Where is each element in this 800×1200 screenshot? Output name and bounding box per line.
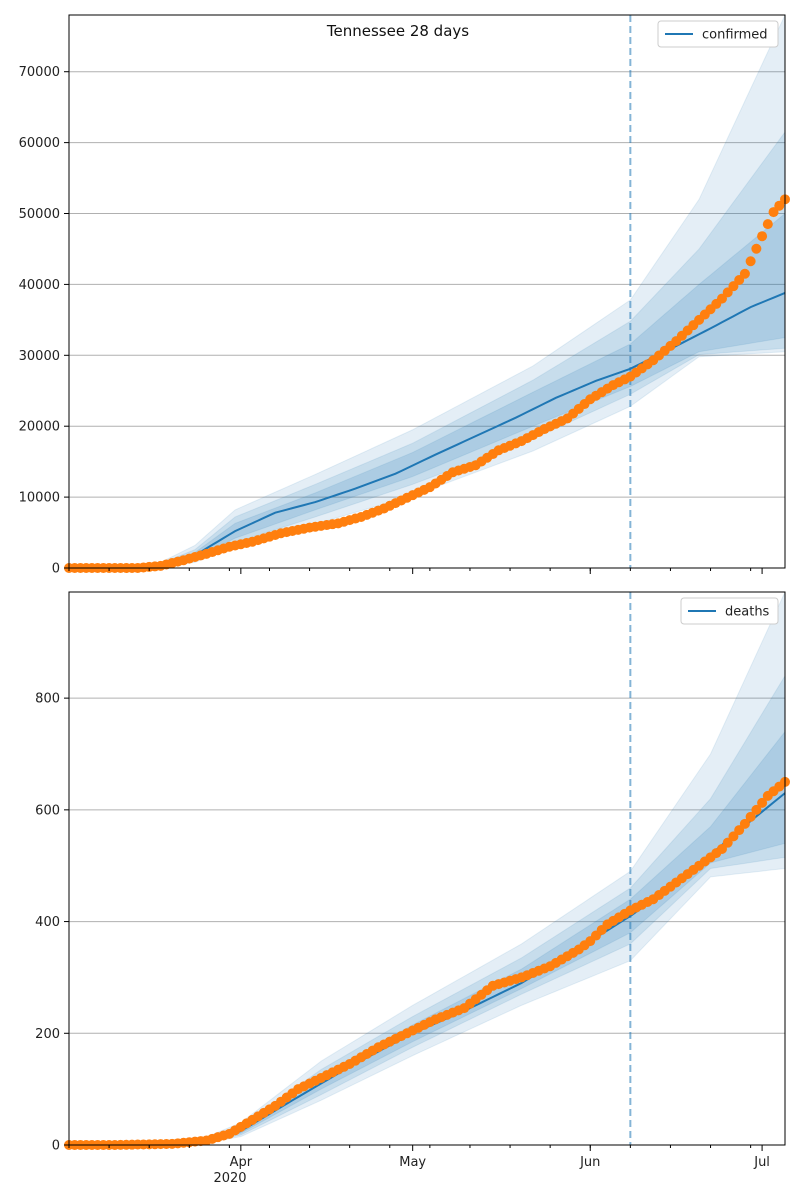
deaths-xtick-label-2: Jun (579, 1155, 600, 1170)
deaths-y-ticks: 0 200 400 600 800 (35, 692, 69, 1154)
deaths-uncertainty-band-1 (69, 674, 785, 1145)
confirmed-panel: 0 10000 20000 30000 40000 50000 60000 70000 Ten… (19, 14, 790, 577)
deaths-points-layer (64, 776, 790, 1150)
chart-title: Tennessee 28 days (326, 22, 469, 40)
deaths-observed-point-120 (751, 804, 762, 815)
deaths-ytick-label-2: 400 (35, 915, 60, 930)
x-year-label: 2020 (213, 1171, 246, 1186)
deaths-xtick-label-0: Apr (230, 1155, 253, 1170)
deaths-observed-point-121 (757, 797, 768, 808)
confirmed-legend-box (657, 20, 779, 48)
deaths-ytick-label-3: 600 (35, 803, 60, 818)
confirmed-observed-point-124 (774, 200, 785, 211)
deaths-ytick-label-0: 0 (52, 1139, 60, 1154)
deaths-legend: deaths (680, 597, 779, 625)
deaths-x-ticks: Apr May Jun Jul (68, 1145, 770, 1170)
deaths-xtick-label-1: May (399, 1155, 426, 1170)
confirmed-ytick-label-0: 0 (52, 562, 60, 577)
deaths-uncertainty-band-0 (69, 592, 785, 1145)
confirmed-observed-point-121 (757, 231, 768, 242)
confirmed-observed-point-118 (739, 268, 750, 279)
confirmed-observed-point-122 (762, 219, 773, 230)
deaths-ytick-label-1: 200 (35, 1027, 60, 1042)
confirmed-ytick-label-1: 10000 (19, 491, 60, 506)
confirmed-ytick-label-7: 70000 (19, 65, 60, 80)
deaths-observed-point-118 (739, 818, 750, 829)
confirmed-points-layer (64, 194, 790, 573)
deaths-axes-frame (68, 591, 786, 1146)
deaths-ytick-label-4: 800 (35, 692, 60, 707)
confirmed-observed-point-123 (768, 207, 779, 218)
confirmed-ytick-label-6: 60000 (19, 136, 60, 151)
deaths-panel: 0 200 400 600 800 Apr May Jun Jul 2020 deaths (35, 591, 790, 1186)
confirmed-ytick-label-3: 30000 (19, 349, 60, 364)
confirmed-legend-label: confirmed (702, 28, 768, 43)
deaths-legend-box (680, 597, 779, 625)
confirmed-y-ticks: 0 10000 20000 30000 40000 50000 60000 70000 (19, 65, 69, 577)
confirmed-ytick-label-2: 20000 (19, 420, 60, 435)
confirmed-observed-point-119 (745, 256, 756, 267)
deaths-legend-label: deaths (725, 605, 770, 620)
deaths-gridlines (69, 697, 785, 1034)
confirmed-legend: confirmed (657, 20, 779, 48)
deaths-observed-point-119 (745, 811, 756, 822)
confirmed-x-ticks (68, 568, 763, 574)
confirmed-uncertainty-band-1 (69, 131, 785, 568)
confirmed-observed-point-120 (751, 243, 762, 254)
deaths-xtick-label-3: Jul (753, 1155, 770, 1170)
confirmed-ytick-label-4: 40000 (19, 278, 60, 293)
confirmed-gridlines (69, 71, 785, 498)
confirmed-uncertainty-band-2 (69, 212, 785, 568)
confirmed-axes-frame (68, 14, 786, 569)
confirmed-ytick-label-5: 50000 (19, 207, 60, 222)
